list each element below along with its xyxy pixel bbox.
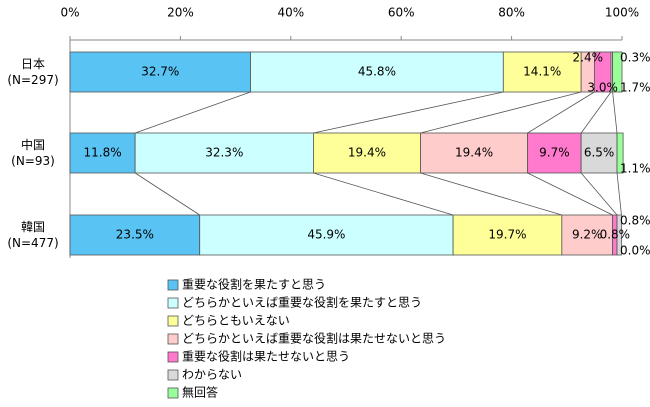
value-label: 0.3% (620, 51, 650, 65)
connector (527, 91, 595, 134)
value-label: 45.9% (307, 228, 345, 242)
connector (580, 91, 612, 134)
connector (135, 91, 251, 134)
legend-label: わからない (182, 368, 242, 382)
connector (616, 172, 622, 216)
legend-swatch (167, 297, 179, 309)
bar-segment (199, 214, 454, 256)
legend-swatch (167, 315, 179, 327)
bar-segment (580, 132, 618, 174)
value-label: 9.7% (539, 146, 570, 160)
connector (612, 91, 618, 134)
x-tick-label: 100% (605, 6, 639, 20)
category-label: 日本 (N=297) (7, 57, 59, 87)
value-label: 6.5% (584, 146, 615, 160)
bar-segment (527, 132, 582, 174)
bar-segment (616, 214, 622, 256)
legend-label: 重要な役割を果たすと思う (182, 277, 326, 292)
bar-segment (616, 132, 624, 174)
connector (527, 172, 613, 216)
x-tick-label: 80% (498, 6, 525, 20)
category-label: 韓国 (N=477) (7, 220, 59, 250)
legend-label: どちらかといえば重要な役割は果たせないと思う (182, 331, 446, 346)
bar-segment (561, 214, 614, 256)
value-label: 0.0% (620, 244, 650, 258)
value-label: 23.5% (116, 228, 154, 242)
connector (134, 172, 200, 216)
value-label: 19.7% (488, 228, 526, 242)
x-tick-label: 40% (277, 6, 304, 20)
value-label: 32.3% (205, 146, 243, 160)
legend-label: 重要な役割は果たせないと思う (182, 349, 350, 364)
bar-segment (250, 51, 504, 93)
legend-label: 無回答 (182, 385, 218, 400)
connector (420, 172, 562, 216)
value-label: 32.7% (141, 65, 179, 79)
legend-swatch (167, 279, 179, 291)
value-label: 2.4% (573, 51, 604, 65)
connector (420, 91, 582, 134)
bar-segment (452, 214, 563, 256)
category-label: 中国 (N=93) (11, 138, 55, 168)
value-label: 1.7% (620, 81, 650, 95)
value-label: 19.4% (455, 146, 493, 160)
connector (580, 172, 618, 216)
bar-segment (69, 214, 201, 256)
connector (313, 91, 504, 134)
value-label: 0.8% (600, 228, 631, 242)
value-label: 9.2% (572, 228, 603, 242)
legend-label: どちらかといえば重要な役割を果たすと思う (182, 295, 422, 310)
x-tick-label: 60% (388, 6, 415, 20)
legend-swatch (167, 333, 179, 345)
x-tick-label: 0% (60, 6, 79, 20)
value-label: 45.8% (358, 65, 396, 79)
value-label: 3.0% (587, 81, 618, 95)
x-tick-label: 20% (167, 6, 194, 20)
value-label: 0.8% (620, 214, 650, 228)
bar-segment (313, 132, 421, 174)
bar-segment (69, 51, 251, 93)
bar-segment (69, 132, 136, 174)
legend-swatch (167, 369, 179, 381)
value-label: 14.1% (523, 65, 561, 79)
bar-segment (612, 51, 623, 93)
bar-segment (420, 132, 529, 174)
connector (313, 172, 454, 216)
legend-label: どちらともいえない (182, 314, 290, 328)
value-label: 1.1% (620, 162, 650, 176)
legend-swatch (167, 387, 179, 399)
legend-swatch (167, 351, 179, 363)
value-label: 19.4% (348, 146, 386, 160)
value-label: 11.8% (84, 146, 122, 160)
bar-segment (134, 132, 314, 174)
